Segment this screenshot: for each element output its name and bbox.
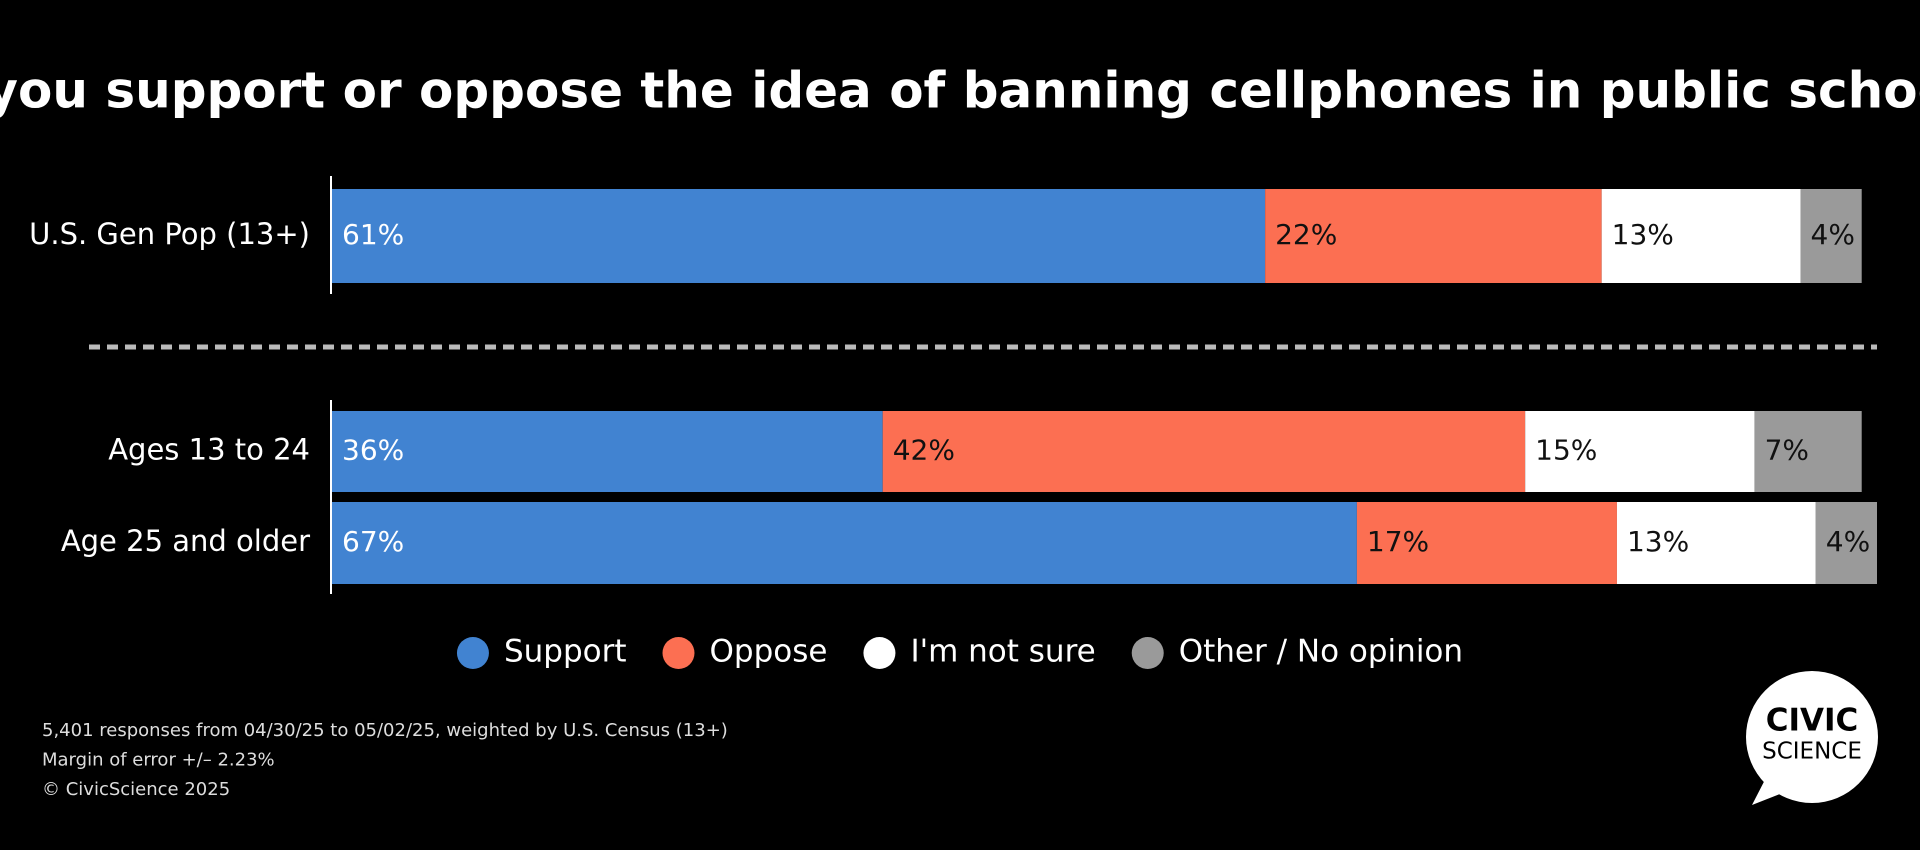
legend-swatch <box>1131 637 1164 669</box>
bar-segment <box>1601 189 1801 283</box>
bar-segment <box>332 189 1266 283</box>
bar-segment <box>1800 189 1862 283</box>
value-label: 4% <box>1811 218 1855 251</box>
legend-swatch <box>456 637 489 669</box>
category-label: Ages 13 to 24 <box>108 433 310 467</box>
bar-segment <box>882 411 1526 492</box>
category-label: U.S. Gen Pop (13+) <box>29 217 310 251</box>
logo-text: SCIENCE <box>1762 739 1862 765</box>
value-label: 7% <box>1765 434 1809 467</box>
legend-label: Support <box>504 634 627 670</box>
bar-segment <box>1754 411 1862 492</box>
category-label: Age 25 and older <box>61 524 310 558</box>
value-label: 36% <box>342 434 404 467</box>
logo: CIVIC SCIENCE <box>1746 671 1878 805</box>
value-label: 13% <box>1627 525 1689 558</box>
value-label: 15% <box>1535 434 1597 467</box>
legend-label: Oppose <box>709 634 827 670</box>
legend-swatch <box>662 637 695 669</box>
footer-note: Margin of error +/– 2.23% <box>42 750 275 771</box>
logo-text: CIVIC <box>1766 703 1859 739</box>
legend: Support Oppose I'm not sure Other / No opin… <box>456 634 1463 670</box>
legend-label: I'm not sure <box>910 634 1095 670</box>
bar-segment <box>332 502 1357 584</box>
chart-title: Do you support or oppose the idea of ban… <box>0 62 1920 120</box>
legend-swatch <box>863 637 896 669</box>
bar-segment <box>1356 502 1617 584</box>
legend-label: Other / No opinion <box>1179 634 1463 670</box>
value-label: 17% <box>1367 525 1429 558</box>
value-label: 22% <box>1275 218 1337 251</box>
value-label: 4% <box>1826 525 1870 558</box>
footer-note: © CivicScience 2025 <box>42 779 230 800</box>
footer-note: 5,401 responses from 04/30/25 to 05/02/2… <box>42 720 728 741</box>
value-label: 13% <box>1612 218 1674 251</box>
value-label: 67% <box>342 525 404 558</box>
value-label: 61% <box>342 218 404 251</box>
bar-segment <box>1616 502 1816 584</box>
bar-segment <box>1525 411 1755 492</box>
value-label: 42% <box>893 434 955 467</box>
bar-segment <box>332 411 883 492</box>
bar-segment <box>1265 189 1602 283</box>
logo-circle <box>1746 671 1878 803</box>
bar-segment <box>1815 502 1877 584</box>
